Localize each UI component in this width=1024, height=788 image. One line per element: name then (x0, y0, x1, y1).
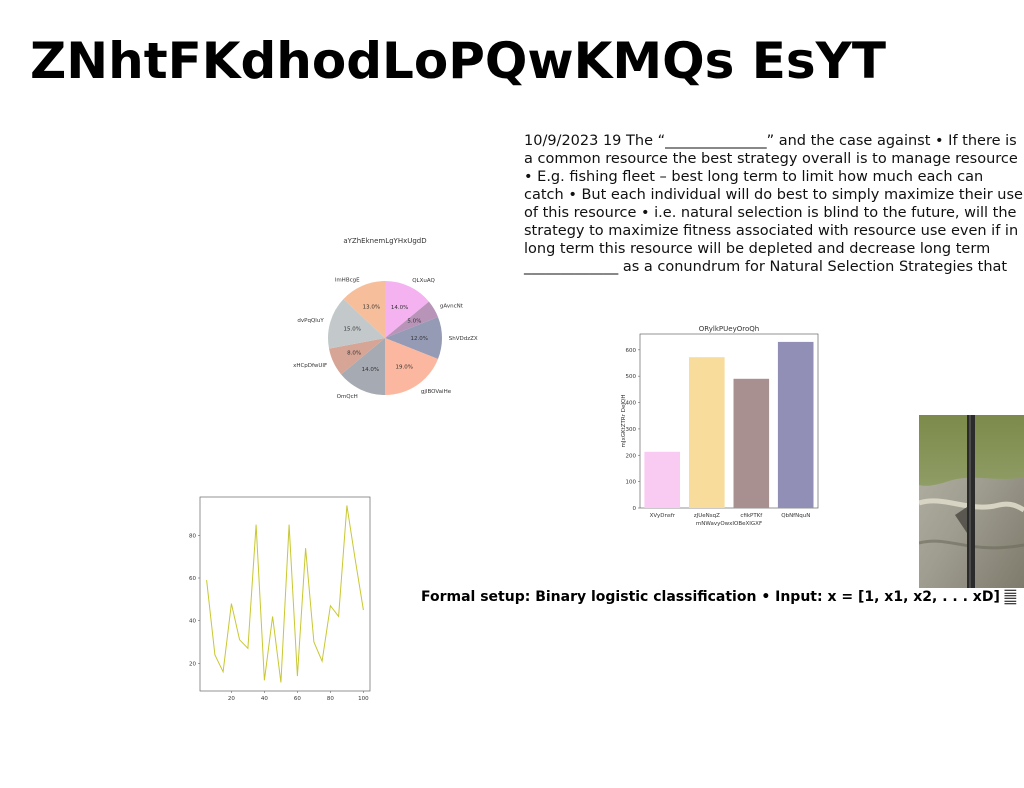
pie-value-label: 8.0% (347, 351, 361, 357)
pie-value-label: 15.0% (343, 327, 360, 333)
bar (777, 341, 814, 508)
line-ytick-label: 80 (189, 533, 196, 539)
bar (733, 378, 770, 508)
bar-ylabel: mJxGKtZTRr DeJQH (621, 395, 627, 448)
pie-chart: aYZhEknemLgYHxUgdD 14.0% QLXuAQ 5.0% gAvncNt… (293, 237, 478, 400)
pie-slice (385, 301, 438, 338)
pie-slice-label: gAvncNt (440, 304, 464, 310)
pie-value-label: 14.0% (391, 305, 408, 311)
pie-slice-label: lmHBcgE (335, 277, 360, 283)
bar-ytick-label: 100 (626, 480, 637, 486)
line-series (206, 505, 364, 683)
pie-slice (385, 281, 429, 338)
bar-ytick-label: 600 (626, 348, 637, 354)
pie-slice-label: QLXuAQ (412, 278, 435, 284)
bar-ytick-label: 400 (626, 401, 637, 407)
line-chart: 20 40 60 80 20 40 60 80 100 (189, 496, 371, 702)
bar-ytick-label: 200 (626, 453, 637, 459)
pie-slice (328, 298, 385, 349)
pie-slice (329, 338, 385, 375)
line-xtick-label: 40 (261, 696, 268, 702)
bar-chart: ORylkPUeyOroQh 0 100 200 300 400 500 600 XVyDnsf… (621, 325, 819, 527)
pie-value-label: 14.0% (362, 367, 379, 373)
pie-value-label: 12.0% (410, 336, 427, 342)
pie-slice (343, 281, 385, 338)
bar-xtick-label: zJUeNsqZ (694, 513, 720, 519)
bar-xlabel: mNWavyOwxIOBeXIGXF (696, 521, 762, 527)
bar (689, 357, 725, 508)
bar (644, 451, 680, 508)
bar-ytick-label: 300 (626, 427, 637, 433)
line-plot-frame (199, 496, 371, 692)
bar-ytick-label: 500 (626, 374, 637, 380)
line-xtick-label: 60 (294, 696, 301, 702)
pie-slice-label: ShVDdzZX (449, 336, 478, 342)
pie-slice-label: xHCpDfwUIF (293, 363, 327, 369)
bar-xtick-label: QbNfNquN (781, 513, 810, 519)
bar-title: ORylkPUeyOroQh (699, 325, 759, 333)
body-text: 10/9/2023 19 The “______________” and th… (524, 133, 1023, 275)
line-xtick-label: 80 (327, 696, 334, 702)
pie-value-label: 13.0% (363, 305, 380, 311)
slide-title: ZNhtFKdhodLoPQwKMQs EsYT (30, 32, 886, 90)
line-xtick-label: 100 (358, 696, 369, 702)
line-xtick-label: 20 (228, 696, 235, 702)
pie-slice (385, 338, 438, 395)
photo-image (919, 415, 1024, 588)
pie-title: aYZhEknemLgYHxUgdD (343, 237, 426, 245)
pie-slice (385, 317, 443, 359)
pie-value-label: 5.0% (407, 319, 421, 325)
bar-xtick-label: XVyDnsfr (650, 513, 676, 519)
pie-slice (341, 338, 385, 395)
line-ytick-label: 40 (189, 619, 196, 625)
photo-thumbnail (919, 415, 1024, 588)
line-ytick-label: 20 (189, 661, 196, 667)
pie-slice-label: gjlBOVaiHe (421, 389, 452, 395)
pie-value-label: 19.0% (395, 364, 412, 370)
line-ytick-label: 60 (189, 576, 196, 582)
bar-ytick-label: 0 (633, 506, 637, 512)
caption-text: Formal setup: Binary logistic classifica… (421, 589, 1016, 605)
pie-slice-label: dvPqQluY (297, 318, 324, 324)
pie-slice-label: OmQcH (337, 394, 358, 400)
bar-xtick-label: cfikPTKf (740, 513, 763, 519)
bar-plot-frame (639, 333, 819, 509)
